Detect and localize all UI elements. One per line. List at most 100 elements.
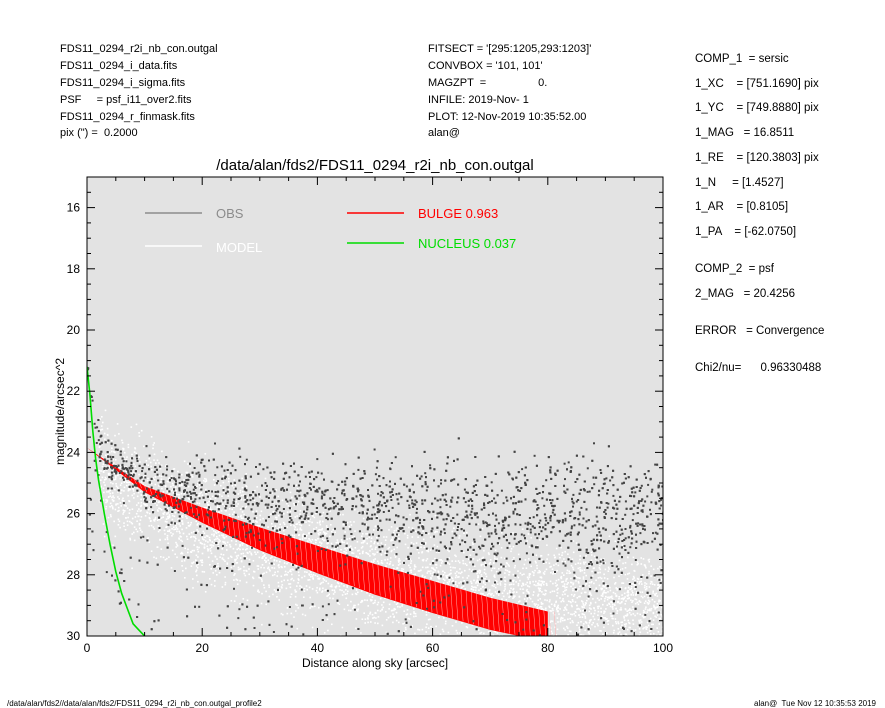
model-point	[500, 565, 503, 567]
model-point	[299, 588, 301, 590]
model-point	[569, 621, 572, 624]
model-point	[503, 589, 505, 592]
model-point	[374, 541, 376, 543]
model-point	[530, 565, 532, 568]
model-point	[611, 615, 614, 617]
model-point	[123, 466, 125, 468]
model-point	[611, 617, 613, 620]
model-point	[302, 533, 305, 535]
model-point	[115, 475, 117, 477]
model-point	[644, 564, 646, 567]
model-point	[136, 520, 138, 522]
model-point	[278, 590, 281, 593]
model-point	[596, 597, 599, 600]
model-point	[198, 494, 201, 497]
model-point	[581, 588, 584, 590]
model-point	[439, 559, 441, 561]
model-point	[264, 477, 267, 480]
model-point	[486, 594, 489, 596]
model-point	[618, 559, 621, 562]
model-point	[549, 627, 552, 629]
model-point	[240, 514, 242, 517]
model-point	[123, 525, 125, 527]
model-point	[271, 556, 273, 558]
model-point	[499, 584, 502, 586]
bulge-hatch	[362, 560, 365, 591]
model-point	[121, 474, 124, 477]
model-point	[593, 582, 595, 585]
model-point	[180, 492, 183, 495]
model-point	[222, 481, 225, 484]
model-point	[109, 502, 112, 505]
model-point	[166, 491, 169, 493]
model-point	[540, 584, 543, 587]
model-point	[267, 566, 270, 569]
bulge-hatch	[144, 486, 148, 493]
model-point	[392, 613, 394, 615]
model-point	[154, 476, 157, 478]
model-point	[519, 588, 522, 590]
model-point	[244, 548, 247, 551]
model-point	[541, 591, 543, 593]
model-point	[488, 590, 491, 592]
model-point	[583, 623, 585, 625]
model-point	[645, 613, 647, 615]
model-point	[392, 621, 394, 624]
model-point	[107, 516, 110, 519]
model-point	[536, 567, 538, 570]
model-point	[301, 504, 304, 507]
model-point	[505, 599, 508, 601]
model-point	[357, 550, 359, 552]
model-point	[484, 562, 486, 564]
model-point	[367, 605, 369, 607]
model-point	[303, 575, 306, 578]
model-point	[308, 538, 310, 540]
model-point	[211, 495, 214, 498]
model-point	[494, 549, 497, 552]
model-point	[647, 599, 650, 602]
model-point	[282, 521, 285, 524]
model-point	[114, 472, 116, 475]
model-point	[564, 608, 567, 610]
model-point	[351, 593, 354, 596]
model-point	[472, 543, 474, 546]
model-point	[114, 434, 116, 437]
model-point	[472, 569, 474, 571]
model-point	[276, 596, 278, 598]
model-point	[420, 546, 422, 548]
model-point	[397, 605, 399, 608]
model-point	[183, 559, 186, 562]
model-point	[369, 550, 371, 552]
model-point	[369, 613, 371, 615]
model-point	[126, 456, 128, 458]
model-point	[295, 565, 298, 567]
model-point	[638, 620, 641, 623]
model-point	[541, 582, 544, 584]
model-point	[534, 604, 536, 607]
model-point	[640, 621, 643, 623]
model-point	[537, 584, 539, 587]
model-point	[639, 591, 641, 593]
model-point	[166, 536, 169, 539]
model-point	[196, 529, 198, 531]
obs-point	[144, 476, 147, 479]
model-point	[639, 581, 641, 583]
model-point	[628, 582, 631, 584]
model-point	[565, 640, 567, 642]
model-point	[410, 571, 412, 574]
model-point	[483, 568, 486, 571]
model-point	[404, 626, 407, 629]
model-point	[427, 550, 430, 553]
model-point	[216, 566, 218, 568]
model-point	[222, 534, 225, 536]
model-point	[556, 607, 558, 609]
model-point	[563, 614, 566, 616]
model-point	[243, 569, 245, 572]
model-point	[321, 591, 323, 593]
bulge-hatch	[445, 584, 448, 617]
model-point	[290, 507, 292, 510]
model-point	[632, 608, 634, 611]
model-point	[406, 537, 409, 539]
model-point	[411, 625, 413, 627]
model-point	[577, 562, 579, 564]
